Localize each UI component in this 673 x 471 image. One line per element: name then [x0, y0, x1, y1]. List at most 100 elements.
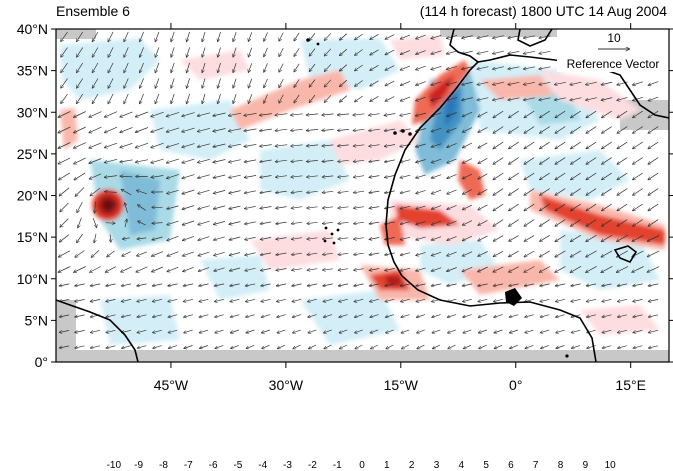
- wind-vector: [202, 31, 206, 42]
- wind-vector: [447, 158, 457, 163]
- wind-vector: [385, 65, 395, 71]
- wind-vector: [417, 344, 425, 349]
- wind-vector: [478, 188, 488, 194]
- wind-vector: [292, 329, 301, 333]
- wind-vector: [477, 251, 488, 257]
- wind-vector: [259, 129, 272, 131]
- wind-vector: [632, 81, 644, 85]
- wind-vector: [339, 48, 348, 56]
- wind-vector: [171, 62, 175, 73]
- wind-vector: [182, 220, 195, 225]
- wind-vector: [601, 157, 612, 165]
- wind-vector: [617, 172, 628, 180]
- wind-vector: [202, 62, 206, 73]
- wind-vector: [448, 344, 456, 349]
- wind-vector: [92, 47, 99, 58]
- wind-vector: [384, 159, 395, 162]
- wind-vector: [539, 172, 550, 180]
- wind-vector: [617, 157, 628, 165]
- wind-vector: [462, 314, 472, 318]
- wind-vector: [353, 176, 365, 178]
- wind-vector: [415, 50, 426, 55]
- wind-vector: [264, 47, 268, 57]
- wind-vector: [197, 143, 211, 147]
- wind-vector: [524, 126, 535, 134]
- wind-vector: [586, 126, 597, 134]
- wind-vector: [244, 128, 257, 131]
- wind-vector: [248, 63, 253, 73]
- wind-vector: [400, 267, 411, 271]
- wind-vector: [369, 298, 379, 302]
- wind-vector: [493, 203, 504, 211]
- wind-vector: [245, 298, 255, 301]
- colorbar-tick-label: -9: [134, 460, 143, 471]
- wind-vector: [400, 34, 411, 39]
- wind-vector: [400, 174, 411, 178]
- wind-vector: [244, 144, 257, 146]
- wind-vector: [107, 31, 114, 42]
- wind-vector: [76, 78, 83, 89]
- wind-vector: [493, 235, 504, 242]
- wind-vector: [493, 157, 504, 165]
- wind-vector: [370, 49, 379, 55]
- wind-vector: [107, 62, 114, 73]
- wind-vector: [447, 236, 457, 240]
- wind-vector: [385, 314, 395, 318]
- wind-vector: [477, 35, 489, 39]
- wind-vector: [555, 329, 565, 333]
- wind-vector: [182, 143, 195, 148]
- wind-vector: [58, 172, 70, 180]
- wind-vector: [601, 283, 612, 286]
- wind-vector: [124, 47, 129, 57]
- wind-vector: [214, 283, 225, 286]
- wind-vector: [571, 329, 581, 333]
- wind-vector: [415, 267, 426, 271]
- wind-vector: [90, 299, 101, 301]
- wind-vector: [524, 235, 535, 241]
- wind-vector: [338, 222, 349, 223]
- wind-vector: [617, 141, 628, 149]
- wind-vector-field: [58, 31, 660, 350]
- wind-vector: [152, 329, 162, 333]
- wind-vector: [416, 298, 426, 302]
- wind-vector: [555, 219, 566, 227]
- wind-vector: [59, 330, 70, 332]
- wind-vector: [248, 94, 253, 104]
- wind-vector: [291, 176, 303, 177]
- wind-vector: [432, 329, 441, 333]
- wind-vector: [294, 79, 300, 87]
- wind-vector: [354, 329, 363, 333]
- wind-vector: [151, 158, 164, 163]
- wind-vector: [493, 172, 504, 180]
- wind-vector: [260, 252, 272, 255]
- wind-vector: [322, 145, 334, 146]
- wind-vector: [182, 251, 194, 256]
- wind-vector: [602, 298, 612, 301]
- wind-vector: [353, 114, 365, 115]
- wind-vector: [291, 191, 303, 193]
- wind-vector: [168, 314, 178, 318]
- wind-vector: [648, 345, 658, 348]
- wind-vector: [617, 298, 628, 301]
- wind-vector: [601, 97, 613, 101]
- wind-vector: [89, 158, 102, 164]
- wind-vector: [264, 94, 268, 103]
- wind-vector: [321, 114, 334, 115]
- wind-vector: [385, 49, 395, 56]
- wind-vector: [386, 344, 394, 350]
- wind-vector: [228, 174, 241, 178]
- wind-vector: [648, 219, 659, 227]
- wind-vector: [339, 329, 348, 333]
- wind-vector: [228, 112, 242, 116]
- wind-vector: [524, 266, 535, 273]
- wind-vector: [104, 192, 117, 193]
- wind-vector: [385, 96, 395, 102]
- wind-vector: [648, 141, 659, 149]
- wind-vector: [478, 298, 488, 301]
- wind-vector: [401, 329, 410, 333]
- wind-vector: [245, 267, 256, 271]
- wind-vector: [78, 217, 82, 229]
- wind-vector: [493, 110, 504, 118]
- wind-vector: [278, 94, 284, 104]
- colorbar-tick-label: -1: [333, 460, 342, 471]
